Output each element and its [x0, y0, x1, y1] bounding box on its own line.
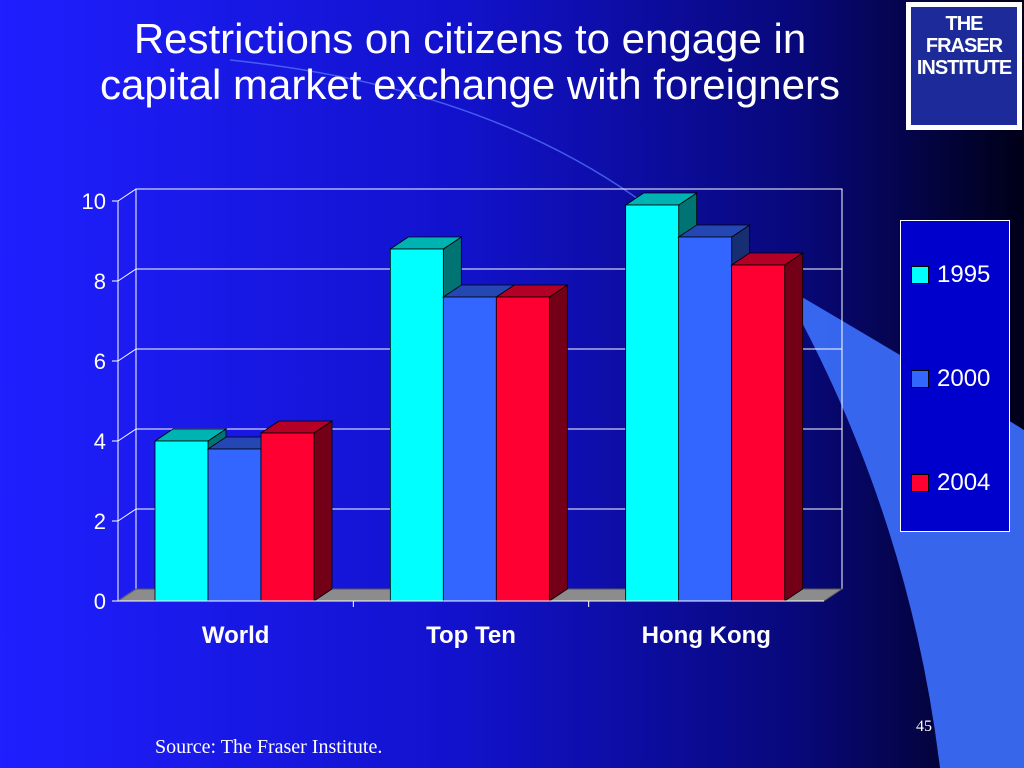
bar-1995-top-ten: [389, 248, 444, 602]
y-tick-label: 0: [94, 589, 106, 614]
gridline-side: [117, 508, 137, 522]
slide-number: 45: [916, 718, 932, 735]
title-line-2: capital market exchange with foreigners: [99, 61, 841, 108]
bar-2000-hong-kong: [678, 236, 733, 602]
y-tick-label: 10: [82, 189, 106, 214]
legend-label-1995: 1995: [937, 261, 991, 288]
legend-swatch-1995: [911, 266, 929, 284]
bar-2004-world: [260, 432, 315, 602]
source-note: Source: The Fraser Institute.: [155, 736, 383, 758]
y-tick-label: 6: [94, 349, 106, 374]
legend-label-2004: 2004: [937, 469, 991, 496]
bar-1995-hong-kong: [625, 204, 680, 602]
legend-swatch-2000: [911, 370, 929, 388]
y-tick-label: 4: [94, 429, 106, 454]
bar-2000-world: [207, 448, 262, 602]
chart-bars: [153, 192, 804, 602]
gridline-side: [117, 188, 137, 202]
chart-axes: 0 2 4 6 8 10 World Top Ten Hong Kong: [82, 189, 824, 649]
legend-item-2000: 2000: [911, 365, 990, 393]
bar-side-2004-hong-kong: [784, 252, 804, 602]
chart-legend: 1995 2000 2004: [900, 220, 1010, 532]
slide-title: Restrictions on citizens to engage in ca…: [30, 16, 910, 108]
legend-label-2000: 2000: [937, 365, 991, 392]
bar-2004-top-ten: [495, 296, 550, 602]
bar-side-2004-world: [313, 420, 333, 602]
x-category-label: World: [202, 622, 270, 649]
legend-swatch-2004: [911, 474, 929, 492]
x-category-label: Top Ten: [426, 622, 516, 649]
legend-item-2004: 2004: [911, 469, 990, 497]
y-tick-label: 2: [94, 509, 106, 534]
x-category-label: Hong Kong: [642, 622, 771, 649]
bar-2004-hong-kong: [731, 264, 786, 602]
gridline-side: [117, 348, 137, 362]
title-line-1: Restrictions on citizens to engage in: [133, 15, 807, 62]
legend-item-1995: 1995: [911, 261, 990, 289]
gridline-side: [117, 428, 137, 442]
bar-side-2004-top-ten: [548, 284, 568, 602]
gridline-side: [117, 268, 137, 282]
logo-text-line-2: INSTITUTE: [916, 57, 1012, 79]
logo-text-line-1: THE FRASER: [925, 13, 1003, 57]
fraser-institute-logo: THE FRASER INSTITUTE: [906, 2, 1022, 130]
y-tick-label: 8: [94, 269, 106, 294]
bar-1995-world: [154, 440, 209, 602]
bar-2000-top-ten: [442, 296, 497, 602]
